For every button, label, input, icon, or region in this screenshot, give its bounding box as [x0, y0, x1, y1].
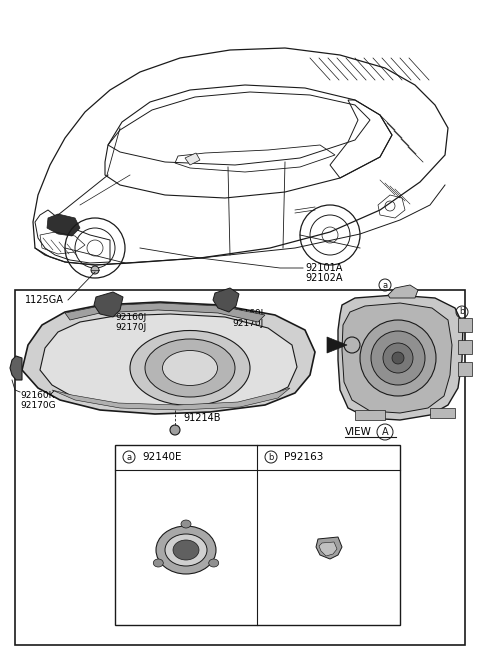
- Polygon shape: [52, 388, 290, 410]
- Text: 1125GA: 1125GA: [25, 295, 64, 305]
- Bar: [458, 318, 472, 332]
- Polygon shape: [47, 214, 80, 236]
- Text: 92170G: 92170G: [20, 401, 56, 409]
- Ellipse shape: [163, 350, 217, 386]
- Text: A: A: [382, 427, 388, 437]
- Polygon shape: [185, 153, 200, 165]
- Ellipse shape: [181, 520, 191, 528]
- Ellipse shape: [173, 540, 199, 560]
- Ellipse shape: [156, 526, 216, 574]
- Polygon shape: [338, 295, 463, 420]
- Circle shape: [360, 320, 436, 396]
- Circle shape: [91, 266, 99, 274]
- Ellipse shape: [130, 331, 250, 405]
- Ellipse shape: [145, 339, 235, 397]
- Ellipse shape: [209, 559, 219, 567]
- Text: 91214B: 91214B: [183, 413, 220, 423]
- Bar: [115, 445, 400, 625]
- Text: 92170J: 92170J: [232, 319, 263, 329]
- Ellipse shape: [165, 534, 207, 566]
- Polygon shape: [388, 285, 418, 298]
- Bar: [458, 340, 472, 354]
- Circle shape: [170, 425, 180, 435]
- Circle shape: [371, 331, 425, 385]
- Circle shape: [392, 352, 404, 364]
- Polygon shape: [65, 303, 265, 322]
- Polygon shape: [319, 542, 337, 556]
- Text: a: a: [383, 281, 387, 289]
- Text: a: a: [126, 453, 132, 462]
- Polygon shape: [316, 537, 342, 559]
- Text: 92170J: 92170J: [115, 323, 146, 333]
- Text: 92160K: 92160K: [20, 390, 55, 400]
- Text: 92102A: 92102A: [305, 273, 343, 283]
- Text: b: b: [459, 308, 465, 316]
- Text: 92160J: 92160J: [232, 310, 263, 319]
- Text: VIEW: VIEW: [345, 427, 372, 437]
- Polygon shape: [22, 302, 315, 414]
- Text: 92160J: 92160J: [115, 314, 146, 323]
- Bar: [458, 362, 472, 376]
- Bar: [355, 410, 385, 420]
- Ellipse shape: [153, 559, 163, 567]
- Polygon shape: [327, 337, 347, 353]
- Bar: [430, 408, 455, 418]
- Text: 92140E: 92140E: [142, 452, 181, 462]
- Text: 92101A: 92101A: [305, 263, 342, 273]
- Polygon shape: [342, 303, 452, 413]
- Text: A: A: [348, 340, 356, 350]
- Polygon shape: [213, 288, 239, 312]
- Polygon shape: [10, 356, 22, 380]
- Circle shape: [383, 343, 413, 373]
- Polygon shape: [40, 314, 297, 408]
- Polygon shape: [94, 292, 123, 317]
- Text: b: b: [268, 453, 274, 462]
- Text: P92163: P92163: [284, 452, 324, 462]
- Bar: [15, 290, 465, 645]
